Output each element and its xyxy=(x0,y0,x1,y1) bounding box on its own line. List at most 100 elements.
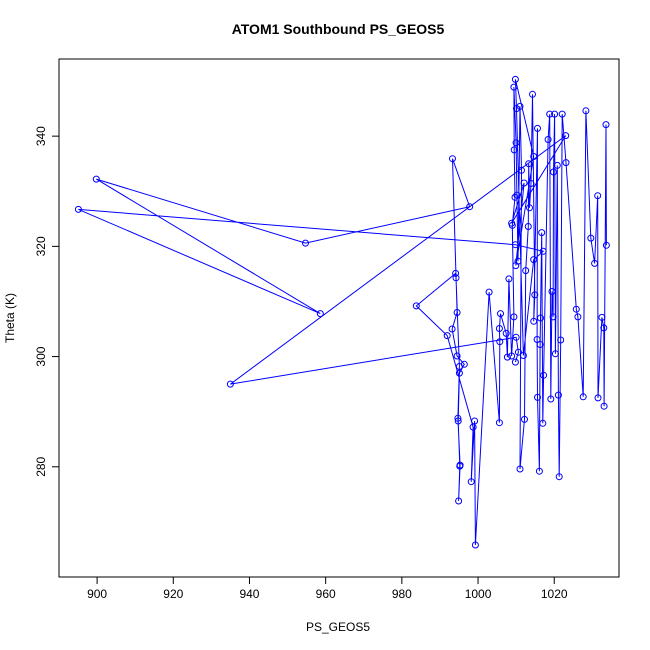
x-tick-label: 980 xyxy=(392,587,412,601)
data-point xyxy=(513,105,520,113)
data-point xyxy=(518,166,525,174)
data-point xyxy=(534,124,541,132)
data-point xyxy=(529,90,536,98)
x-axis: 900 920 940 960 980 1000 1020 xyxy=(87,577,568,601)
data-point xyxy=(530,317,538,325)
data-point xyxy=(511,75,519,83)
data-point xyxy=(516,102,524,110)
data-point xyxy=(514,348,522,356)
data-point xyxy=(562,159,570,167)
data-point xyxy=(522,267,530,275)
x-tick-label: 960 xyxy=(316,587,336,601)
data-point xyxy=(591,259,599,267)
data-point xyxy=(512,139,520,147)
data-point xyxy=(448,325,456,333)
data-point xyxy=(452,274,460,282)
data-point xyxy=(508,352,516,360)
data-point xyxy=(512,262,520,270)
data-point xyxy=(485,288,493,296)
data-point xyxy=(511,358,519,366)
data-point xyxy=(598,313,606,321)
data-point xyxy=(551,350,559,358)
x-tick-label: 900 xyxy=(87,587,107,601)
x-axis-label: PS_GEOS5 xyxy=(306,620,370,634)
data-point xyxy=(600,324,608,332)
data-point xyxy=(467,478,475,486)
data-series xyxy=(74,75,610,549)
data-point xyxy=(551,110,559,118)
data-point xyxy=(466,203,474,211)
data-point xyxy=(536,341,544,348)
data-point xyxy=(549,313,557,321)
data-point xyxy=(516,465,524,473)
data-point xyxy=(496,338,504,346)
data-point xyxy=(530,256,538,264)
data-point xyxy=(546,110,554,118)
data-point xyxy=(453,352,461,360)
data-point xyxy=(602,241,610,249)
x-tick-label: 1020 xyxy=(541,587,568,601)
data-point xyxy=(548,288,556,295)
x-tick-label: 1000 xyxy=(465,587,492,601)
data-point xyxy=(302,239,309,247)
data-point xyxy=(520,179,528,187)
data-point xyxy=(503,353,511,361)
data-point xyxy=(508,221,516,229)
data-point xyxy=(525,160,533,168)
data-point xyxy=(502,329,510,337)
data-point xyxy=(582,107,590,115)
data-point xyxy=(557,336,565,344)
data-point xyxy=(455,369,463,377)
data-point xyxy=(92,175,100,183)
data-point xyxy=(453,309,461,316)
data-point xyxy=(443,332,451,340)
y-tick-label: 320 xyxy=(34,236,48,256)
chart-title: ATOM1 Southbound PS_GEOS5 xyxy=(232,21,445,37)
x-tick-label: 940 xyxy=(239,587,259,601)
y-axis: 280 300 320 340 xyxy=(34,126,59,477)
data-point xyxy=(521,415,528,423)
data-point xyxy=(513,191,521,199)
y-tick-label: 300 xyxy=(34,346,48,366)
data-point xyxy=(449,155,456,163)
data-point xyxy=(454,417,462,425)
data-point xyxy=(495,419,503,427)
data-point xyxy=(538,229,546,237)
data-point xyxy=(510,313,518,321)
data-point xyxy=(497,310,504,318)
y-axis-label: Theta (K) xyxy=(3,293,17,343)
data-point xyxy=(594,192,602,200)
data-point xyxy=(512,333,520,341)
data-point xyxy=(555,473,563,481)
data-point xyxy=(602,121,610,129)
data-point xyxy=(471,417,479,425)
data-point xyxy=(531,291,539,299)
plot-frame xyxy=(58,58,620,578)
data-point xyxy=(455,363,463,370)
data-point xyxy=(455,497,463,505)
data-point xyxy=(594,394,602,402)
y-tick-label: 340 xyxy=(34,126,48,146)
data-point xyxy=(539,419,547,427)
x-tick-label: 920 xyxy=(163,587,183,601)
data-point xyxy=(537,314,544,322)
data-point xyxy=(544,136,552,143)
data-point xyxy=(562,132,570,140)
data-point xyxy=(226,380,234,388)
data-point xyxy=(471,541,479,549)
data-point xyxy=(600,402,608,410)
data-point xyxy=(535,467,543,475)
data-point xyxy=(511,193,519,201)
data-point xyxy=(495,325,503,332)
data-point xyxy=(558,110,566,118)
data-point xyxy=(547,395,555,403)
data-point xyxy=(510,83,518,91)
data-point xyxy=(539,247,547,255)
data-point xyxy=(505,275,513,283)
data-point xyxy=(534,393,541,401)
data-point xyxy=(511,241,519,249)
data-point xyxy=(553,161,561,169)
data-point xyxy=(519,352,527,359)
